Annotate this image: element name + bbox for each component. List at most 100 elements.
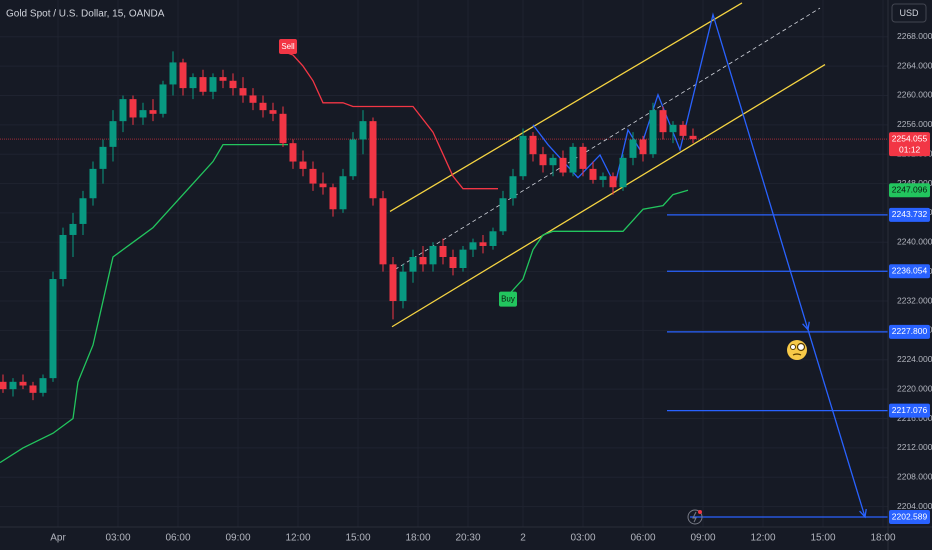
y-tick-label: 2248.000 <box>897 178 932 188</box>
candle-body <box>159 84 167 114</box>
x-tick-label: 03:00 <box>570 533 595 544</box>
candle-body <box>179 62 187 89</box>
candle-body <box>79 198 87 224</box>
arrow-head <box>859 508 867 519</box>
candle-body <box>309 168 317 184</box>
x-tick-label: 2 <box>520 533 526 544</box>
candle-body <box>259 102 267 111</box>
currency[interactable]: USD <box>899 8 919 18</box>
candle-body <box>9 381 17 390</box>
candle-body <box>629 139 637 158</box>
candle-body <box>39 378 47 393</box>
y-tick-label: 2212.000 <box>897 442 932 452</box>
candle-body <box>459 249 467 269</box>
candle-body <box>49 279 57 379</box>
signal-box <box>279 38 297 54</box>
x-tick-label: 06:00 <box>165 533 190 544</box>
candle-body <box>239 88 247 96</box>
candle-body <box>409 256 417 272</box>
candle-body <box>499 198 507 232</box>
candle-body <box>59 234 67 280</box>
candle-body <box>99 146 107 169</box>
candle-body <box>669 124 677 133</box>
candle-body <box>329 187 337 210</box>
y-tick-label: 2220.000 <box>897 383 932 393</box>
last-price-label-box <box>889 132 930 157</box>
y-tick-label: 2260.000 <box>897 90 932 100</box>
candle-body <box>399 271 407 302</box>
sticker <box>787 340 807 360</box>
x-tick-label: 12:00 <box>285 533 310 544</box>
candle-body <box>139 110 147 118</box>
candle-body <box>639 139 647 155</box>
candle-body <box>169 62 177 85</box>
indicator-label: 2247.096 <box>892 184 928 194</box>
candle-body <box>149 110 157 114</box>
candle-body <box>219 77 227 81</box>
level-label-box <box>889 510 930 525</box>
candle-body <box>249 95 257 103</box>
candle-body <box>579 146 587 169</box>
candle-body <box>649 110 657 155</box>
candle-body <box>349 139 357 177</box>
candle-body <box>69 223 77 235</box>
candle-body <box>189 77 197 89</box>
candle-body <box>359 121 367 140</box>
candle-body <box>299 161 307 169</box>
level-label: 2236.054 <box>892 266 928 276</box>
candle-body <box>689 135 697 140</box>
alert-icon[interactable] <box>687 509 703 525</box>
signal-box <box>499 291 517 307</box>
candle-body <box>679 124 687 136</box>
candle-body <box>509 176 517 199</box>
y-tick-label: 2240.000 <box>897 237 932 247</box>
level-label: 2202.589 <box>892 511 928 521</box>
y-tick-label: 2224.000 <box>897 354 932 364</box>
candle-body <box>439 245 447 257</box>
indicator-line <box>502 189 689 302</box>
y-tick-label: 2268.000 <box>897 31 932 41</box>
last-price-label-countdown: 01:12 <box>899 144 921 154</box>
arrow-head <box>802 321 810 332</box>
x-tick-label: 20:30 <box>455 533 480 544</box>
last-price-label: 2254.055 <box>892 133 928 143</box>
x-tick-label: 18:00 <box>405 533 430 544</box>
candle-body <box>369 121 377 199</box>
candle-body <box>0 381 7 390</box>
drawing-line <box>394 7 821 270</box>
y-tick-label: 2264.000 <box>897 60 932 70</box>
candle-body <box>449 256 457 269</box>
drawing-line <box>391 64 826 328</box>
candle-body <box>319 183 327 188</box>
x-tick-label: 09:00 <box>225 533 250 544</box>
candle-body <box>129 99 137 118</box>
candle-body <box>419 256 427 265</box>
candle-body <box>269 110 277 114</box>
x-tick-label: 06:00 <box>630 533 655 544</box>
currency-button[interactable] <box>891 3 927 23</box>
level-label-box <box>889 324 930 339</box>
level-label-box <box>889 403 930 418</box>
indicator-line <box>0 144 288 464</box>
y-tick-label: 2204.000 <box>897 501 932 511</box>
candle-body <box>659 110 667 133</box>
x-tick-label: 09:00 <box>690 533 715 544</box>
x-tick-label: 03:00 <box>105 533 130 544</box>
candle-body <box>539 154 547 166</box>
level-label: 2227.800 <box>892 326 928 336</box>
chart-title: Gold Spot / U.S. Dollar, 15, OANDA <box>6 9 165 20</box>
candle-body <box>89 168 97 199</box>
candle-body <box>619 157 627 188</box>
signal-label: Buy <box>501 295 515 304</box>
candle-body <box>119 99 127 122</box>
candle-body <box>429 245 437 265</box>
candle-body <box>599 176 607 180</box>
level-label-box <box>889 264 930 279</box>
candle-body <box>559 157 567 173</box>
candle-body <box>479 242 487 246</box>
y-tick-label: 2256.000 <box>897 119 932 129</box>
y-tick-label: 2232.000 <box>897 295 932 305</box>
x-tick-label: 15:00 <box>345 533 370 544</box>
